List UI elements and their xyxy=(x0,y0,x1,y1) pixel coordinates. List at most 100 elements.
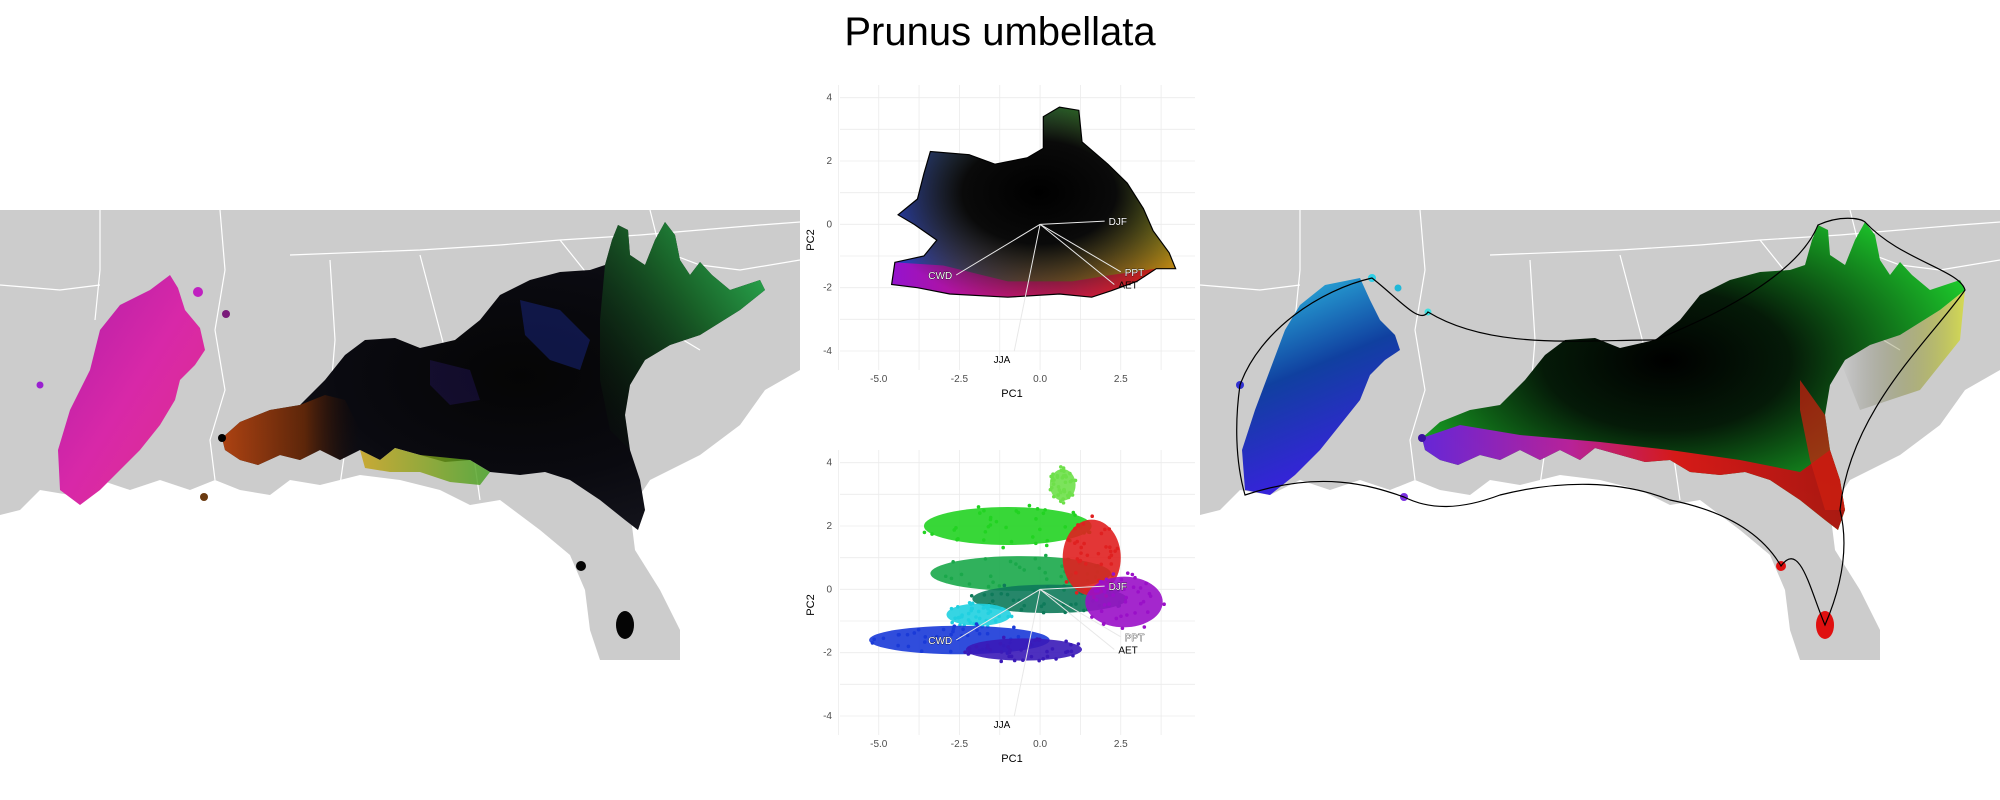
point-cluster xyxy=(965,638,1083,661)
data-point xyxy=(969,606,974,611)
data-point xyxy=(956,604,960,609)
data-point xyxy=(1064,580,1069,584)
data-point xyxy=(1048,487,1053,492)
loading-vector-label: JJA xyxy=(994,720,1011,731)
x-tick-label: -5.0 xyxy=(870,739,888,750)
data-point xyxy=(948,649,953,654)
data-point xyxy=(1148,594,1153,598)
x-tick-label: 0.0 xyxy=(1033,374,1047,385)
data-point xyxy=(1071,510,1076,515)
data-point xyxy=(922,640,927,644)
data-point xyxy=(1054,657,1058,661)
y-tick-label: 4 xyxy=(826,458,832,469)
data-point xyxy=(1000,607,1005,611)
data-point xyxy=(950,620,954,625)
data-point xyxy=(1162,602,1166,607)
data-point xyxy=(967,582,972,586)
data-point xyxy=(1044,543,1049,548)
y-tick-label: 0 xyxy=(826,219,832,230)
data-point xyxy=(1133,575,1137,580)
data-point xyxy=(1027,503,1032,508)
data-point xyxy=(905,632,910,637)
data-point xyxy=(1058,465,1063,469)
data-point xyxy=(1011,598,1016,603)
data-point xyxy=(984,605,988,609)
data-point xyxy=(1019,607,1024,612)
data-point xyxy=(1071,653,1075,658)
data-point xyxy=(1131,585,1136,590)
pca-bottom-chart: DJF PPT AET CWD JJA -5.0 -2.5 0.0 2.5 -4 -2 0 2 4 PC… xyxy=(805,450,1195,765)
data-point xyxy=(987,604,991,608)
loading-vector-djf xyxy=(1040,220,1105,225)
data-point xyxy=(1073,478,1078,483)
data-point xyxy=(1079,551,1083,555)
data-point xyxy=(998,641,1003,646)
data-point xyxy=(1103,527,1107,532)
data-point xyxy=(1095,589,1100,593)
data-point xyxy=(922,530,927,535)
convex-hull-outline xyxy=(1236,217,1966,627)
loading-vector-label: DJF xyxy=(1109,217,1127,228)
data-point xyxy=(983,530,988,534)
y-tick-label: -2 xyxy=(823,283,832,294)
loading-vector-label: PPT xyxy=(1125,268,1144,279)
data-point xyxy=(990,599,995,603)
data-point xyxy=(1142,625,1147,629)
y-tick-label: 4 xyxy=(826,93,832,104)
data-point xyxy=(1138,586,1143,590)
data-point xyxy=(975,628,979,633)
data-point xyxy=(1124,595,1128,600)
data-point xyxy=(930,532,934,536)
data-point xyxy=(953,616,957,621)
data-point xyxy=(1041,610,1046,615)
data-point xyxy=(1136,590,1140,594)
x-axis-label: PC1 xyxy=(1001,753,1022,765)
y-axis-label: PC2 xyxy=(805,229,817,250)
data-point xyxy=(1068,471,1072,476)
data-point xyxy=(1066,538,1071,542)
data-point xyxy=(1115,546,1120,551)
data-point xyxy=(906,644,911,649)
data-point xyxy=(1084,587,1088,592)
data-point xyxy=(1125,571,1130,575)
data-point xyxy=(1102,589,1107,594)
data-point xyxy=(994,519,999,524)
loading-vector-cwd xyxy=(955,588,1041,641)
data-point xyxy=(1061,474,1066,478)
data-point xyxy=(1063,525,1068,529)
data-point xyxy=(1009,539,1014,544)
loading-vector-label: CWD xyxy=(928,636,952,647)
loading-vector-djf xyxy=(1040,585,1105,590)
data-point xyxy=(1111,593,1115,597)
data-point xyxy=(1051,482,1056,486)
pca-colour-hull xyxy=(890,106,1177,298)
data-point xyxy=(966,611,971,616)
data-point xyxy=(1030,535,1035,539)
data-point xyxy=(986,645,990,650)
data-point xyxy=(1109,562,1114,566)
data-point xyxy=(974,622,979,626)
loading-vector-label: AET xyxy=(1118,646,1137,657)
data-point xyxy=(1046,585,1050,590)
data-point xyxy=(1074,571,1078,575)
data-point xyxy=(949,576,954,581)
x-tick-label: 2.5 xyxy=(1114,739,1128,750)
data-point xyxy=(1045,654,1050,659)
data-point xyxy=(986,584,991,589)
data-point xyxy=(976,609,981,614)
data-point xyxy=(1063,610,1067,615)
data-point xyxy=(1069,642,1073,647)
data-point xyxy=(1104,584,1109,589)
data-point xyxy=(1044,577,1049,581)
data-point xyxy=(1130,572,1135,577)
data-point xyxy=(897,632,901,637)
data-point xyxy=(1119,614,1123,619)
data-point xyxy=(956,615,961,620)
data-point xyxy=(912,631,917,635)
data-point xyxy=(1061,466,1066,470)
data-point xyxy=(988,648,993,652)
loading-vector-jja xyxy=(1013,589,1041,717)
data-point xyxy=(1061,497,1065,502)
loading-vector-jja xyxy=(1013,224,1041,352)
data-point xyxy=(1076,642,1081,646)
